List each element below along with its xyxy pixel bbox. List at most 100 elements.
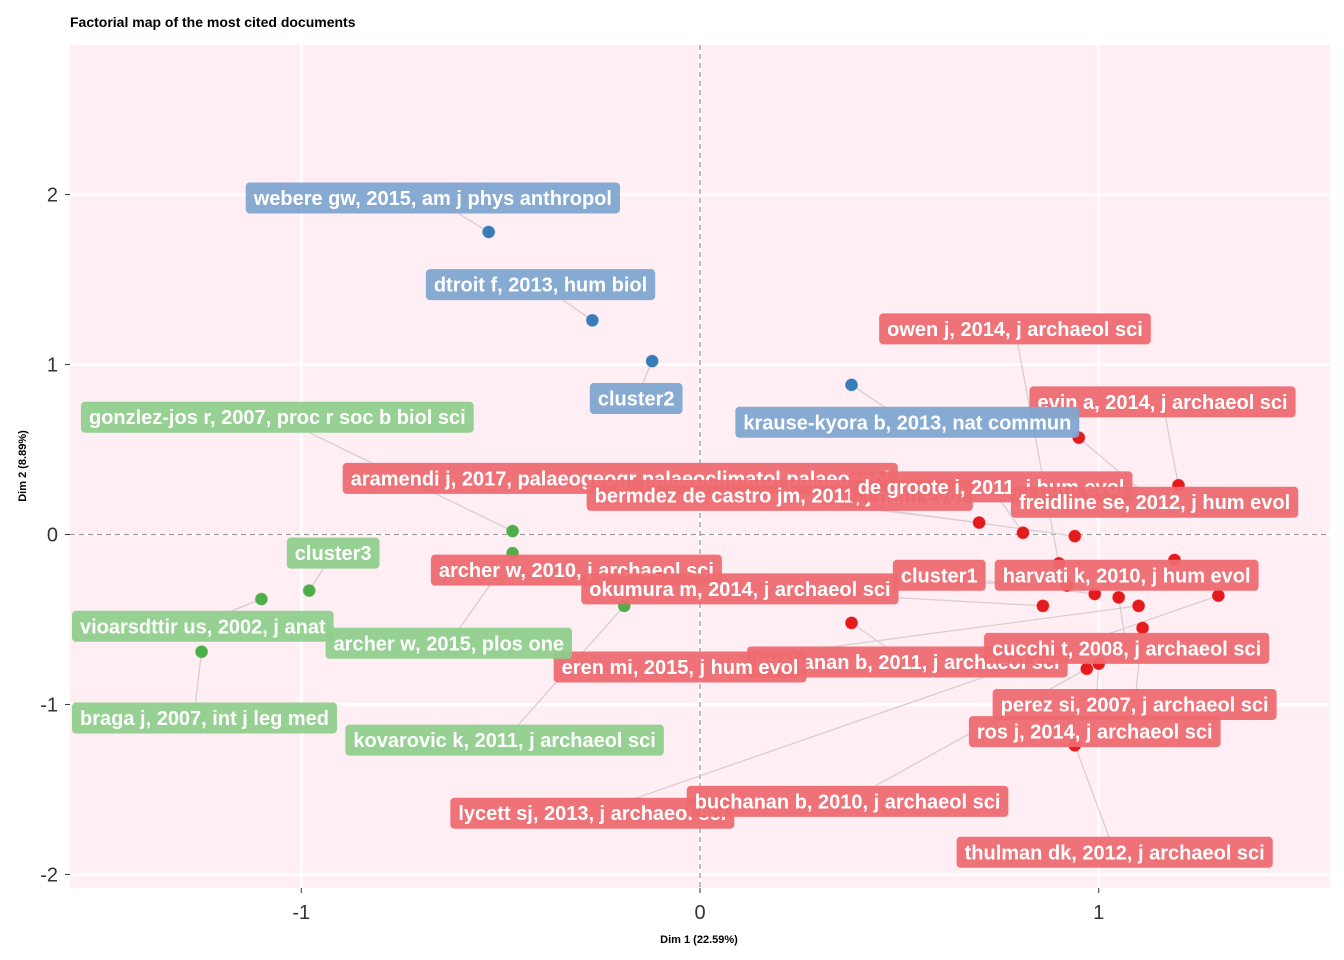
data-label-text: okumura m, 2014, j archaeol sci <box>589 579 890 601</box>
reference-lines <box>70 45 1330 888</box>
data-label-text: owen j, 2014, j archaeol sci <box>887 319 1143 341</box>
data-point-cluster3 <box>302 584 316 598</box>
data-point-cluster1 <box>1211 589 1225 603</box>
data-label-cluster3: cluster3 <box>286 537 380 569</box>
data-label-text: vioarsdttir us, 2002, j anat <box>80 616 326 638</box>
data-label-text: evin a, 2014, j archaeol sci <box>1037 392 1287 414</box>
data-label-text: archer w, 2015, plos one <box>334 633 564 655</box>
data-label-box <box>80 401 474 433</box>
data-label-cluster1: cluster1 <box>892 559 986 591</box>
data-label-cluster1: harvati k, 2010, j hum evol <box>994 559 1259 591</box>
data-point-cluster1 <box>1112 590 1126 604</box>
data-label-box <box>286 537 380 569</box>
data-point-cluster3 <box>195 645 209 659</box>
data-point-cluster2 <box>845 378 859 392</box>
data-label-cluster3: archer w, 2015, plos one <box>325 627 573 659</box>
data-label-text: buchanan b, 2011, j archaeol sci <box>755 652 1060 674</box>
data-label-cluster1: freidline se, 2012, j hum evol <box>1010 486 1299 518</box>
y-tick-label: 2 <box>47 185 58 207</box>
data-label-box <box>892 559 986 591</box>
data-label-box <box>450 797 735 829</box>
data-label-text: ros j, 2014, j archaeol sci <box>977 722 1213 744</box>
label-connector <box>1074 745 1116 853</box>
data-label-text: webere gw, 2015, am j phys anthropol <box>253 188 612 210</box>
data-label-box <box>968 716 1221 748</box>
data-label-box <box>735 406 1080 438</box>
data-point-cluster3 <box>506 524 520 538</box>
data-label-cluster2: dtroit f, 2013, hum biol <box>425 269 656 301</box>
data-points <box>195 225 1225 752</box>
data-label-cluster1: buchanan b, 2010, j archaeol sci <box>686 785 1009 817</box>
data-label-text: cluster2 <box>598 389 675 411</box>
data-label-text: cluster3 <box>295 543 372 565</box>
data-label-cluster1: ros j, 2014, j archaeol sci <box>968 716 1221 748</box>
data-label-box <box>1010 486 1299 518</box>
data-label-text: eren mi, 2015, j hum evol <box>562 657 799 679</box>
data-label-box <box>1029 386 1296 418</box>
x-tick-label: -1 <box>292 902 310 924</box>
data-label-cluster1: okumura m, 2014, j archaeol sci <box>581 573 899 605</box>
data-label-box <box>553 651 807 683</box>
data-label-cluster1: lycett sj, 2013, j archaeol sci <box>450 797 735 829</box>
data-label-cluster2: krause-kyora b, 2013, nat commun <box>735 406 1080 438</box>
data-point-cluster1 <box>1016 526 1030 540</box>
data-label-box <box>72 702 337 734</box>
data-point-cluster2 <box>585 313 599 327</box>
data-label-cluster1: eren mi, 2015, j hum evol <box>553 651 807 683</box>
data-label-text: thulman dk, 2012, j archaeol sci <box>965 842 1265 864</box>
label-connector <box>592 595 1219 814</box>
y-tick-label: -1 <box>40 694 58 716</box>
data-point-cluster1 <box>1132 599 1146 613</box>
y-tick-label: -2 <box>40 864 58 886</box>
data-point-cluster1 <box>1068 529 1082 543</box>
data-point-cluster2 <box>482 225 496 239</box>
data-label-text: cucchi t, 2008, j archaeol sci <box>992 638 1261 660</box>
data-label-text: braga j, 2007, int j leg med <box>80 708 329 730</box>
data-label-box <box>325 627 573 659</box>
data-label-text: lycett sj, 2013, j archaeol sci <box>458 803 726 825</box>
data-label-cluster3: vioarsdttir us, 2002, j anat <box>72 610 334 642</box>
x-tick-label: 1 <box>1093 902 1104 924</box>
data-label-cluster1: evin a, 2014, j archaeol sci <box>1029 386 1296 418</box>
data-point-cluster2 <box>645 354 659 368</box>
data-label-text: dtroit f, 2013, hum biol <box>434 275 647 297</box>
data-label-text: kovarovic k, 2011, j archaeol sci <box>353 730 655 752</box>
data-label-text: perez si, 2007, j archaeol sci <box>1001 694 1269 716</box>
data-label-box <box>425 269 656 301</box>
data-label-box <box>879 313 1151 345</box>
y-axis-ticks: -2 -1 0 1 2 <box>40 185 70 886</box>
data-point-cluster1 <box>845 616 859 630</box>
y-tick-label: 1 <box>47 355 58 377</box>
data-label-box <box>581 573 899 605</box>
data-label-text: freidline se, 2012, j hum evol <box>1019 492 1290 514</box>
data-label-text: krause-kyora b, 2013, nat commun <box>743 412 1071 434</box>
data-label-cluster3: gonzlez-jos r, 2007, proc r soc b biol s… <box>80 401 474 433</box>
data-label-box <box>984 632 1270 664</box>
data-label-box <box>345 724 664 756</box>
data-label-text: buchanan b, 2010, j archaeol sci <box>695 791 1001 813</box>
data-label-cluster3: kovarovic k, 2011, j archaeol sci <box>345 724 664 756</box>
data-label-text: gonzlez-jos r, 2007, proc r soc b biol s… <box>89 407 466 429</box>
data-label-cluster1: owen j, 2014, j archaeol sci <box>879 313 1151 345</box>
data-label-box <box>686 785 1009 817</box>
x-axis-label: Dim 1 (22.59%) <box>660 934 738 946</box>
y-tick-label: 0 <box>47 524 58 546</box>
data-point-cluster1 <box>972 516 986 530</box>
y-axis-label: Dim 2 (8.89%) <box>17 430 29 502</box>
x-axis-ticks: -1 0 1 <box>292 888 1104 924</box>
x-tick-label: 0 <box>694 902 705 924</box>
data-label-cluster1: perez si, 2007, j archaeol sci <box>992 688 1277 720</box>
data-label-cluster2: cluster2 <box>589 383 683 415</box>
data-point-cluster1 <box>1136 621 1150 635</box>
data-label-cluster1: thulman dk, 2012, j archaeol sci <box>956 836 1273 868</box>
data-label-box <box>589 383 683 415</box>
data-label-box <box>994 559 1259 591</box>
data-label-box <box>956 836 1273 868</box>
chart-title: Factorial map of the most cited document… <box>70 14 356 30</box>
data-point-cluster3 <box>254 592 268 606</box>
data-label-cluster2: webere gw, 2015, am j phys anthropol <box>245 182 620 214</box>
label-connector <box>1014 328 1060 564</box>
data-label-text: harvati k, 2010, j hum evol <box>1003 565 1251 587</box>
data-point-cluster1 <box>1036 599 1050 613</box>
